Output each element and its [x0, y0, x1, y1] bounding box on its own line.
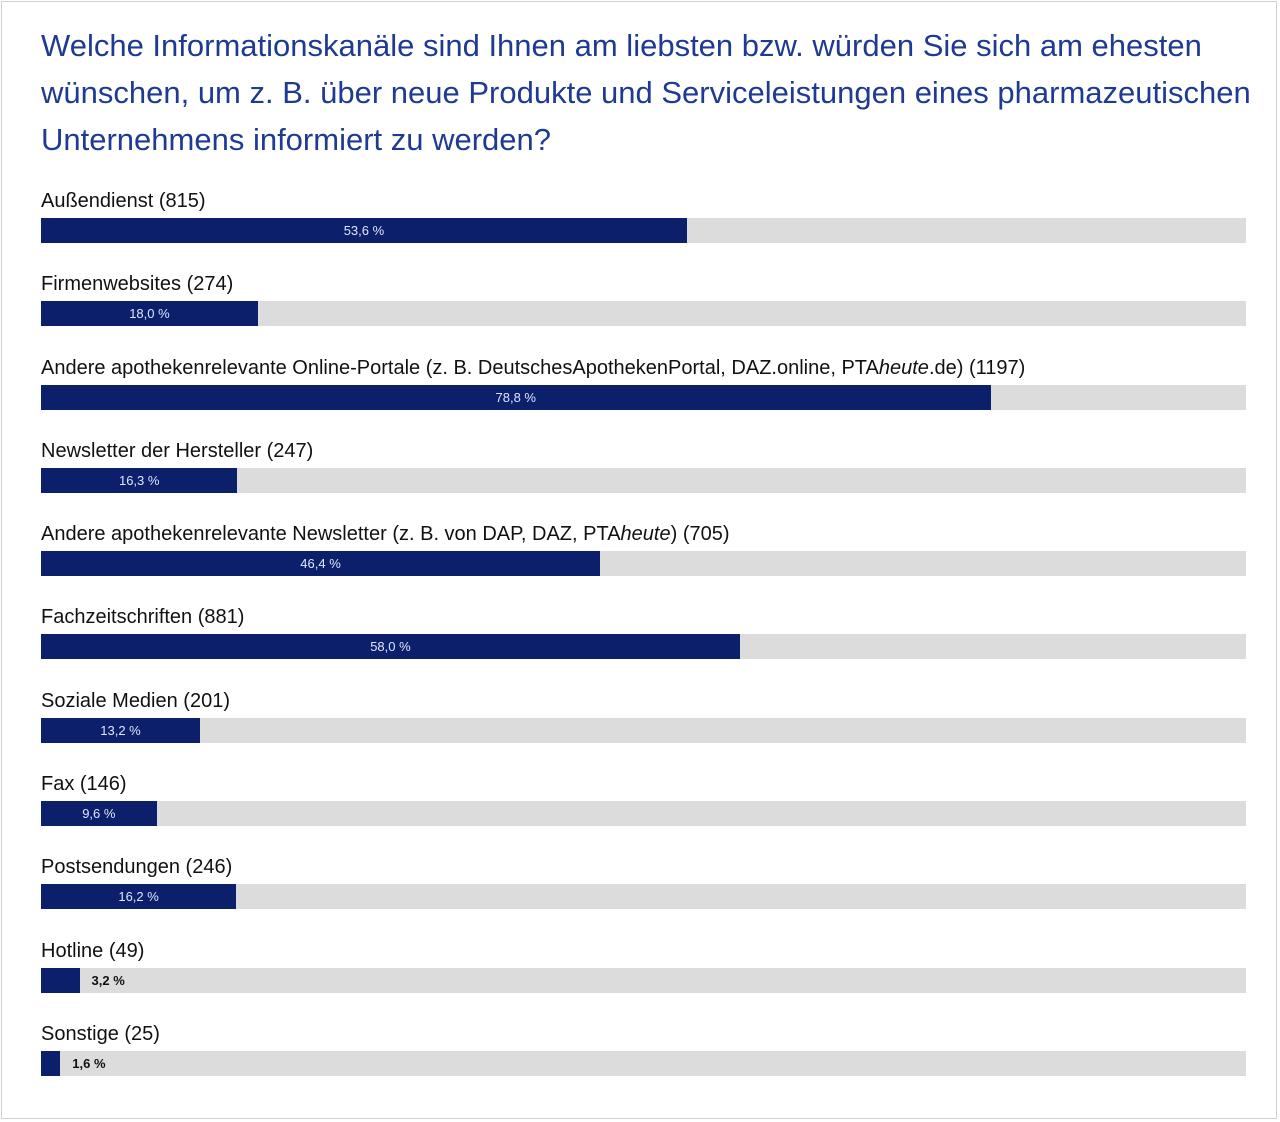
bar-value-label: 9,6 % [82, 806, 116, 822]
bar-value-label: 78,8 % [495, 389, 537, 405]
bar-value-label: 3,2 % [91, 972, 125, 988]
bar [41, 551, 601, 577]
bar-item: Newsletter der Hersteller (247) 16,3 % [41, 437, 1246, 520]
bar-chart: Außendienst (815) 53,6 % Firmenwebsites (2… [41, 187, 1246, 1103]
bar [41, 218, 687, 243]
chart-title: Welche Informationskanäle sind Ihnen am … [41, 28, 1251, 157]
bar [41, 467, 238, 493]
bar-value-label: 18,0 % [129, 306, 170, 322]
bar [41, 801, 157, 827]
bar-track: 16,2 % [41, 884, 1246, 910]
bar [41, 884, 237, 910]
bar-label: Soziale Medien (201) [41, 689, 230, 712]
bar-item: Außendienst (815) 53,6 % [41, 187, 1246, 270]
bar-item: Fachzeitschriften (881) 58,0 % [41, 603, 1246, 686]
bar-label: Postsendungen (246) [41, 856, 233, 879]
bar [41, 634, 740, 660]
bar [41, 717, 201, 743]
bar-label: Hotline (49) [41, 939, 145, 962]
bar-item: Soziale Medien (201) 13,2 % [41, 687, 1246, 770]
bar-track: 53,6 % [41, 218, 1246, 243]
bar-track: 58,0 % [41, 634, 1246, 660]
bar-label: Außendienst (815) [41, 190, 206, 212]
bar-value-label: 13,2 % [100, 722, 141, 738]
bar-item: Andere apothekenrelevante Online-Portale… [41, 354, 1246, 437]
bar-item: Fax (146) 9,6 % [41, 770, 1246, 853]
bar-label: Fachzeitschriften (881) [41, 606, 245, 629]
bar [41, 967, 80, 993]
bar-track: 13,2 % [41, 717, 1246, 743]
bar-value-label: 1,6 % [72, 1055, 106, 1071]
bar-value-label: 16,2 % [118, 889, 159, 905]
bar-value-label: 53,6 % [343, 223, 385, 238]
bar-value-label: 16,3 % [118, 472, 160, 488]
bar [41, 384, 991, 410]
bar-track: 78,8 % [41, 384, 1246, 410]
bar-track: 3,2 % [41, 967, 1246, 993]
bar-track: 18,0 % [41, 301, 1246, 327]
bar [41, 301, 258, 327]
bar-label: Andere apothekenrelevante Online-Portale… [41, 356, 1026, 379]
bar-item: Andere apothekenrelevante Newsletter (z.… [41, 520, 1246, 603]
bar [41, 1050, 61, 1076]
bar-track: 46,4 % [41, 551, 1246, 577]
bar-label: Fax (146) [41, 773, 127, 796]
bar-item: Hotline (49) 3,2 % [41, 937, 1246, 1020]
bar-item: Postsendungen (246) 16,2 % [41, 853, 1246, 936]
bar-label: Sonstige (25) [41, 1022, 160, 1045]
bar-label: Andere apothekenrelevante Newsletter (z.… [41, 523, 730, 546]
bar-value-label: 46,4 % [300, 556, 341, 572]
bar-track: 16,3 % [41, 467, 1246, 493]
bar-label: Newsletter der Hersteller (247) [41, 439, 314, 462]
bar-value-label: 58,0 % [370, 639, 411, 655]
bar-track: 9,6 % [41, 801, 1246, 827]
bar-label: Firmenwebsites (274) [41, 273, 234, 296]
bar-item: Firmenwebsites (274) 18,0 % [41, 270, 1246, 353]
bar-track: 1,6 % [41, 1050, 1246, 1076]
bar-item: Sonstige (25) 1,6 % [41, 1020, 1246, 1103]
